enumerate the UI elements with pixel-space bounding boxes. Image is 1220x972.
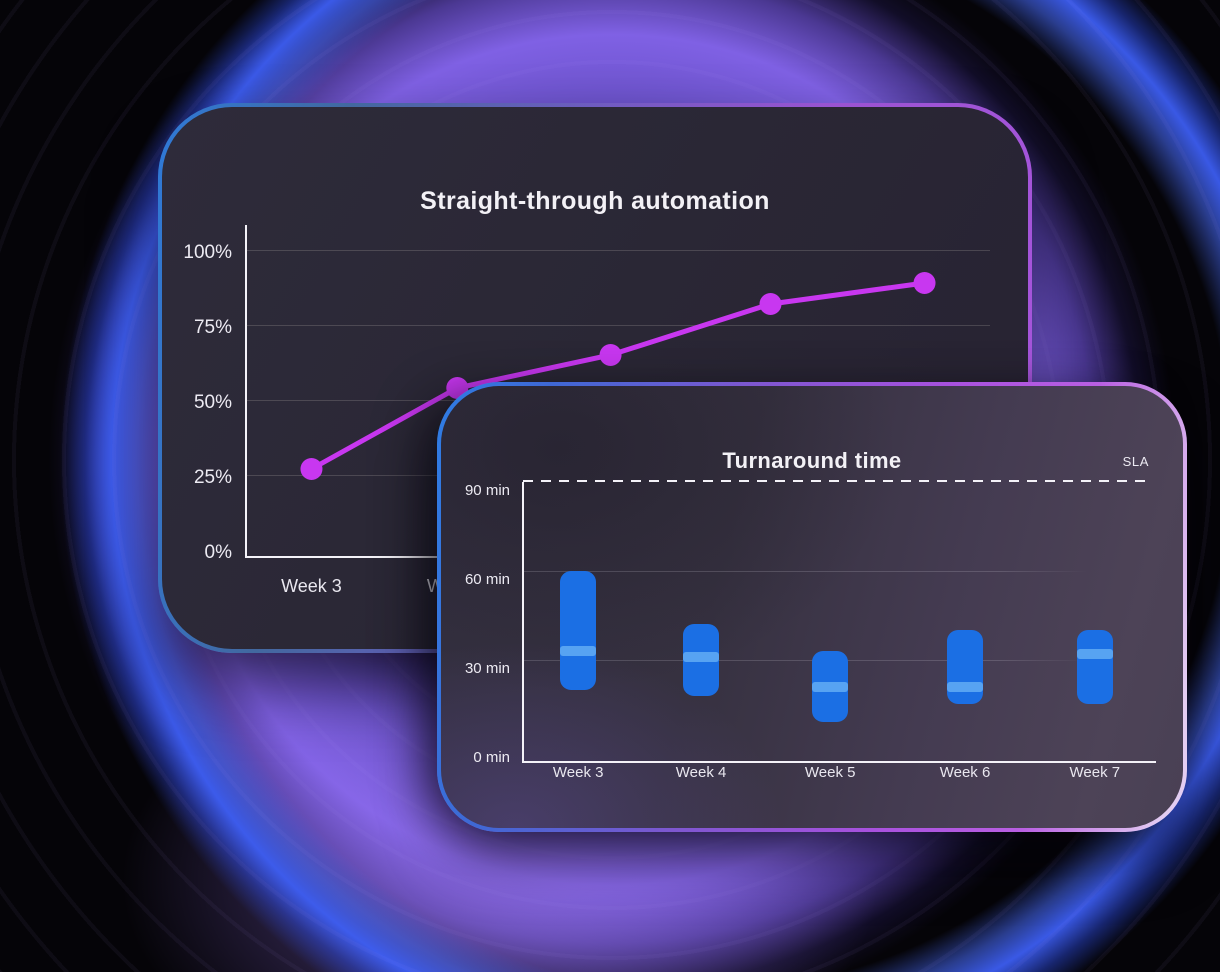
y-axis-tick-label: 0% <box>204 542 232 563</box>
turnaround-plot: 90 min 60 min 30 min 0 min Week 3 Week 4 Week … <box>465 480 1156 781</box>
x-axis-label: Week 3 <box>552 764 604 781</box>
y-axis-tick-label: 30 min <box>464 660 510 677</box>
y-axis-tick-label: 25% <box>193 467 232 488</box>
turnaround-card-body: Turnaround time SLA 90 min 60 min 30 min 0 … <box>441 386 1183 828</box>
median-marker <box>683 652 720 663</box>
median-marker <box>812 681 849 692</box>
y-axis-tick-label: 50% <box>193 392 232 413</box>
data-point-week-7 <box>913 272 936 294</box>
turnaround-card: Turnaround time SLA 90 min 60 min 30 min 0 … <box>437 382 1187 832</box>
median-marker <box>560 646 597 657</box>
y-axis-tick-label: 60 min <box>464 571 510 588</box>
turnaround-title: Turnaround time <box>722 448 902 474</box>
x-axis-label: Week 7 <box>1069 764 1121 781</box>
range-bar-week-6 <box>947 630 984 705</box>
x-axis-label: Week 5 <box>804 764 856 781</box>
median-marker <box>1076 649 1113 660</box>
y-axis-tick-label: 0 min <box>473 749 510 766</box>
x-axis-label: Week 6 <box>939 764 991 781</box>
range-bar-week-7 <box>1076 630 1113 705</box>
range-bar-week-3 <box>560 571 597 690</box>
y-axis-tick-label: 100% <box>183 242 232 263</box>
median-marker <box>947 681 984 692</box>
data-point-week-5 <box>599 344 622 366</box>
automation-title: Straight-through automation <box>420 186 770 215</box>
data-point-week-6 <box>759 293 782 315</box>
turnaround-y-axis-line <box>522 482 524 763</box>
data-point-week-3 <box>300 458 323 480</box>
x-axis-label: Week 3 <box>281 576 342 596</box>
gridline <box>523 570 1150 572</box>
automation-y-axis-line <box>245 225 247 558</box>
turnaround-x-axis-line <box>523 761 1156 763</box>
y-axis-tick-label: 90 min <box>464 482 510 499</box>
range-bar-week-4 <box>683 624 720 696</box>
range-bar-week-5 <box>812 651 849 723</box>
sla-dashed-line <box>523 480 1150 482</box>
sla-label: SLA <box>1122 454 1149 469</box>
y-axis-tick-label: 75% <box>193 317 232 338</box>
x-axis-label: Week 4 <box>675 764 727 781</box>
